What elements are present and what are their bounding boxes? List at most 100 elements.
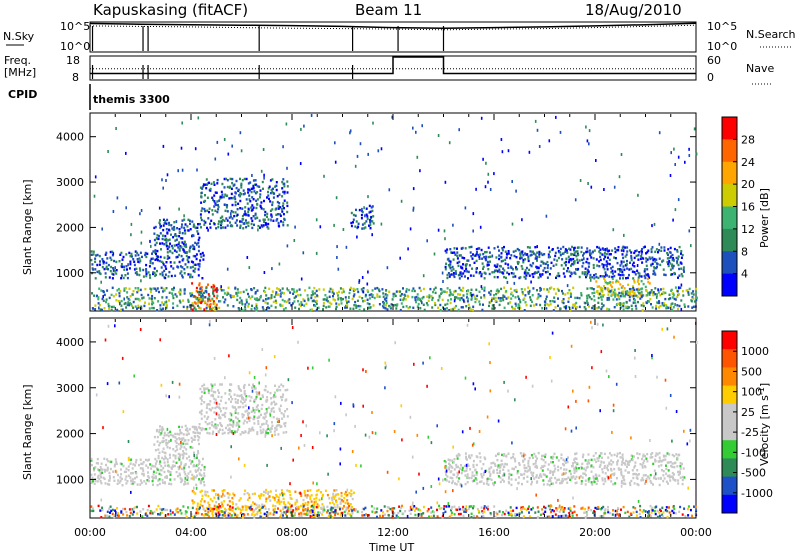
power-cell (650, 248, 653, 251)
velocity-cell (215, 501, 218, 504)
velocity-cell (243, 389, 246, 393)
velocity-cell (254, 387, 257, 390)
velocity-cell (216, 405, 219, 409)
velocity-cell (100, 468, 103, 471)
velocity-cell (328, 497, 331, 500)
power-cell (205, 308, 208, 311)
power-cell (233, 295, 235, 298)
power-cell (349, 288, 352, 291)
velocity-cell (220, 383, 223, 386)
power-cell (363, 308, 366, 311)
power-cell (347, 300, 350, 303)
power-cell (681, 253, 684, 257)
power-speckle (361, 276, 364, 279)
power-cell (473, 261, 476, 264)
power-speckle (286, 166, 288, 170)
power-cell (662, 268, 665, 271)
power-cell (669, 297, 672, 300)
velocity-cell (329, 501, 331, 505)
velocity-cell (630, 454, 633, 457)
power-cell (192, 261, 195, 264)
velocity-cell (230, 514, 233, 517)
power-speckle (119, 302, 121, 305)
velocity-cell (229, 419, 232, 423)
velocity-cell (248, 383, 251, 387)
power-cell (541, 253, 544, 257)
velocity-cell (648, 477, 651, 480)
velocity-cell (227, 496, 230, 499)
power-cell (446, 248, 449, 251)
velocity-cell (218, 507, 221, 510)
velocity-cell (210, 389, 213, 392)
power-speckle (246, 256, 249, 259)
power-cell (210, 182, 213, 185)
velocity-cell (221, 505, 224, 508)
power-cell (691, 306, 694, 309)
power-cell (207, 293, 210, 296)
velocity-marks (90, 319, 698, 519)
velocity-cell (139, 483, 142, 486)
velocity-cell (266, 390, 269, 394)
velocity-cell (610, 463, 613, 466)
power-cell (297, 300, 299, 303)
velocity-cell (200, 474, 203, 477)
velocity-cell (249, 416, 252, 419)
power-cell (488, 304, 490, 308)
velocity-cell (221, 489, 224, 493)
power-speckle (364, 214, 366, 218)
velocity-cell (90, 459, 93, 462)
velocity-cell (179, 453, 182, 456)
power-speckle (300, 277, 303, 281)
velocity-cell (195, 464, 198, 467)
velocity-cell (549, 469, 552, 473)
velocity-cell (315, 513, 318, 517)
velocity-cell (544, 461, 547, 464)
power-cell (342, 297, 344, 301)
velocity-cell (270, 427, 273, 430)
power-cell (208, 295, 211, 298)
power-cell (355, 208, 357, 212)
velocity-cell (586, 465, 589, 469)
power-cell (244, 212, 247, 216)
power-cell (472, 253, 474, 256)
power-speckle (194, 306, 196, 310)
velocity-cell (199, 473, 202, 476)
velocity-cell (113, 479, 116, 482)
velocity-cell (241, 516, 244, 519)
power-cell (664, 273, 667, 277)
velocity-cell (310, 494, 313, 497)
power-cell (186, 307, 189, 310)
power-cell (571, 306, 574, 309)
power-cell (170, 274, 173, 278)
power-cell (641, 287, 644, 290)
power-speckle (528, 150, 531, 154)
power-cell (603, 277, 606, 280)
power-speckle (510, 265, 512, 269)
power-cell (464, 275, 466, 278)
power-cell (192, 247, 195, 250)
power-speckle (299, 162, 302, 165)
power-cell (446, 276, 449, 280)
power-cell (163, 289, 166, 292)
power-cell (447, 272, 450, 275)
power-speckle (286, 287, 288, 291)
power-cell (200, 298, 202, 301)
power-cell (239, 224, 242, 227)
velocity-cell (96, 480, 99, 483)
velocity-cell (125, 475, 128, 478)
power-cell (255, 183, 258, 186)
power-cell (298, 307, 300, 311)
power-cell (622, 295, 625, 298)
power-cell (197, 223, 199, 226)
power-cell (271, 190, 274, 193)
power-speckle (448, 141, 451, 145)
power-cell (614, 247, 617, 250)
power-cell (107, 263, 110, 267)
power-cell (622, 260, 625, 263)
power-cell (192, 295, 195, 298)
velocity-cell (331, 501, 334, 504)
velocity-cell (164, 464, 167, 467)
velocity-cell (563, 464, 566, 467)
velocity-cell (309, 495, 312, 498)
power-cell (625, 277, 627, 280)
